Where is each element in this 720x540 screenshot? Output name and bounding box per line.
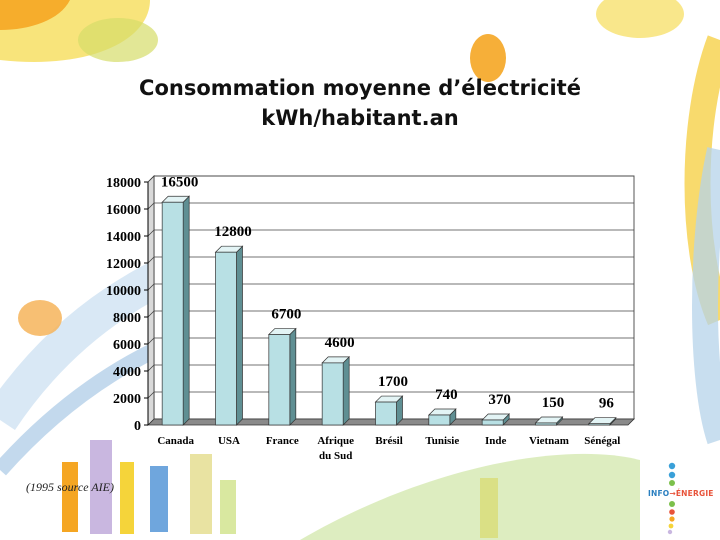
y-axis-tick-labels: 0 2000 4000 6000 8000 10000 12000 14000 16000 180… (106, 176, 141, 434)
y-tick-label: 4000 (113, 365, 141, 380)
gridline-side (147, 202, 155, 210)
x-tick-label: France (266, 435, 299, 447)
decor-orange-blob-top (470, 34, 506, 82)
y-tick-label: 8000 (113, 311, 141, 326)
x-tick-label: Inde (485, 435, 507, 447)
info-energie-logo (646, 458, 718, 538)
data-label: 740 (435, 387, 458, 403)
decor-yellow-blob-top (596, 0, 684, 38)
data-labels: 16500 12800 6700 4600 1700 740 370 150 96 (161, 174, 614, 411)
gridline-side (147, 391, 155, 399)
decor-block-3 (120, 462, 134, 534)
bar (321, 362, 344, 426)
bar (215, 251, 237, 426)
bar (481, 419, 504, 426)
data-label: 6700 (271, 307, 301, 323)
source-note: (1995 source AIE) (26, 480, 114, 494)
gridline-side (147, 337, 155, 345)
data-label: 150 (542, 395, 565, 411)
data-label: 96 (599, 396, 615, 412)
x-tick-label: Sénégal (584, 435, 620, 447)
y-tick-label: 6000 (113, 338, 141, 353)
bar (588, 423, 611, 426)
data-label: 16500 (161, 174, 199, 190)
data-label: 12800 (214, 224, 252, 240)
gridline-side (147, 229, 155, 237)
x-tick-label: USA (218, 435, 240, 447)
decor-block-5 (190, 454, 212, 534)
y-tick-label: 12000 (106, 257, 141, 272)
bar-side (236, 245, 243, 426)
decor-orange-swoosh (0, 0, 70, 30)
decor-block-2 (90, 440, 112, 534)
decor-blue-arc-right (692, 147, 720, 445)
data-label: 4600 (325, 335, 355, 351)
decor-orange-blob-left (18, 300, 62, 336)
gridline-side (147, 175, 155, 183)
x-axis-tick-labels: Canada USA France Afrique du Sud Brésil Tunisi… (157, 435, 620, 462)
bar-side (182, 195, 190, 426)
decor-block-4 (150, 466, 168, 532)
gridline-side (147, 310, 155, 318)
y-tick-label: 14000 (106, 230, 141, 245)
y-tick-label: 16000 (106, 203, 141, 218)
gridline-side (147, 256, 155, 264)
y-tick-label: 10000 (106, 284, 141, 299)
bar (375, 401, 397, 426)
logo-text: INFO→ÉNERGIE (648, 489, 714, 498)
decor-block-1 (62, 462, 78, 532)
x-tick-label: Brésil (375, 435, 403, 447)
bar (161, 201, 184, 426)
x-tick-label: Canada (157, 435, 194, 447)
y-tick-label: 0 (134, 419, 141, 434)
x-tick-label: du Sud (319, 450, 352, 462)
plot-side-wall (147, 175, 155, 426)
bars (161, 195, 617, 426)
data-label: 1700 (378, 374, 408, 390)
bar (268, 334, 291, 426)
chart-title-line-2: kWh/habitant.an (261, 106, 459, 130)
y-tick-label: 2000 (113, 392, 141, 407)
x-tick-label: Vietnam (529, 435, 569, 447)
decor-green-blob (78, 18, 158, 62)
gridline-side (147, 364, 155, 372)
x-tick-label: Tunisie (425, 435, 459, 447)
bar-side (289, 327, 297, 426)
bar (535, 422, 557, 426)
bar-side (342, 356, 350, 426)
chart-title-line-1: Consommation moyenne d’électricité (139, 76, 581, 100)
x-tick-label: Afrique (317, 435, 354, 447)
data-label: 370 (488, 392, 511, 408)
decor-block-6 (220, 480, 236, 534)
y-tick-label: 18000 (106, 176, 141, 191)
gridline-side (147, 283, 155, 291)
decor-green-hill (300, 453, 640, 540)
bar (428, 414, 451, 426)
